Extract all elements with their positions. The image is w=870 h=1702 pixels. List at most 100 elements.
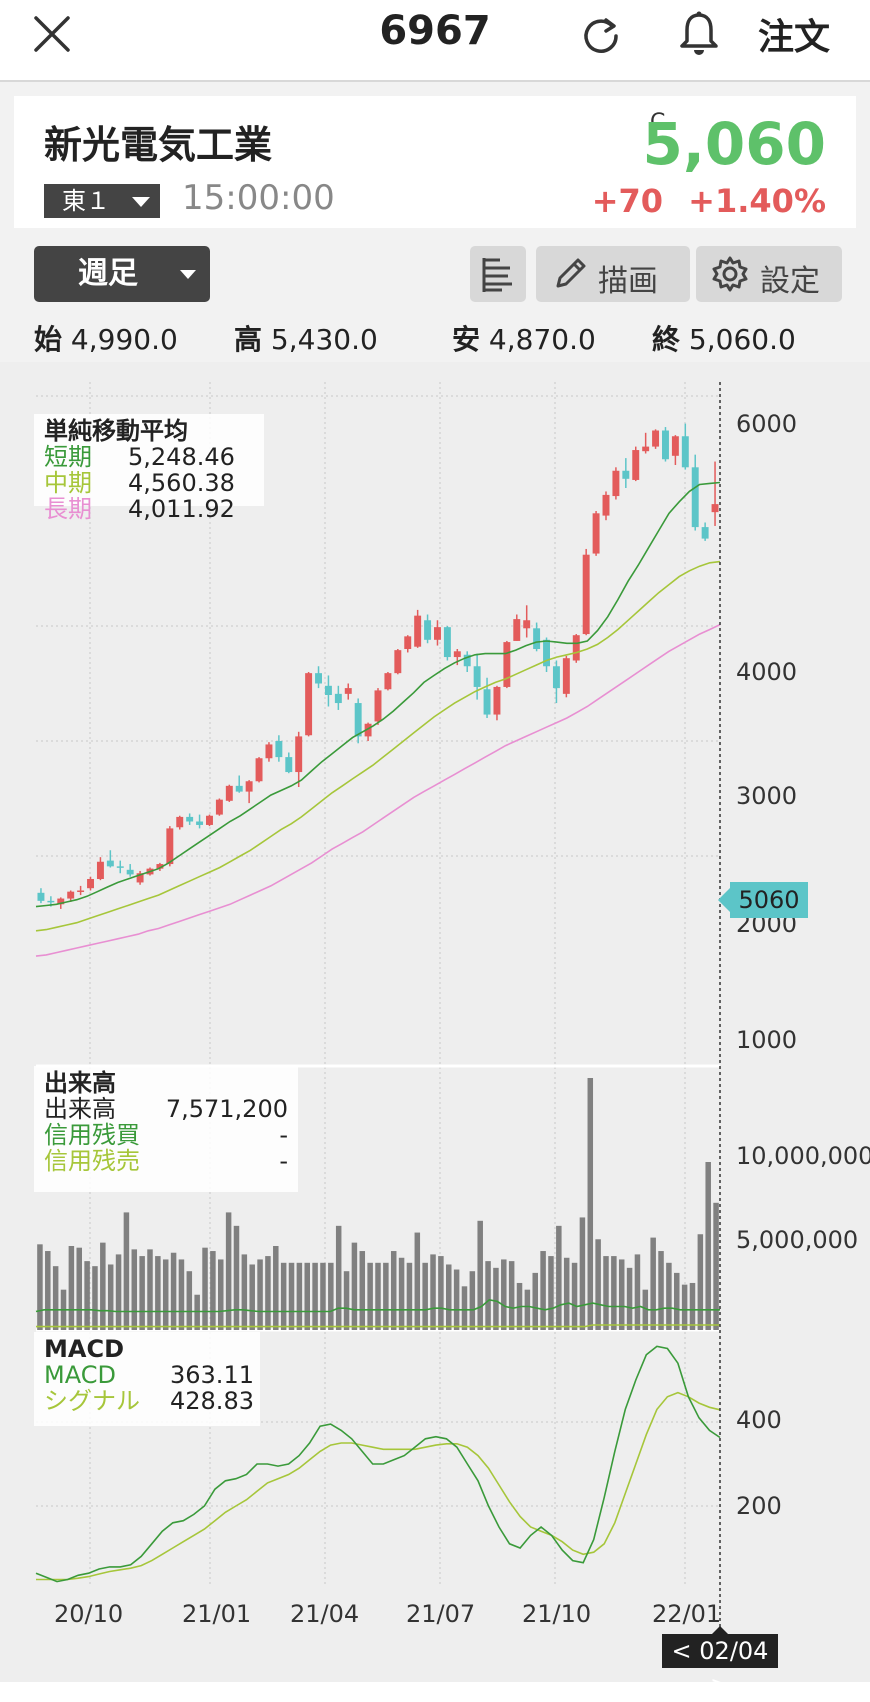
candle-body (96, 861, 104, 879)
x-tick-label: 21/07 (406, 1600, 476, 1628)
candle-body (572, 635, 580, 661)
long-ma-line (35, 623, 721, 957)
close-value: 5,060.0 (688, 323, 796, 356)
draw-button[interactable]: 描画 (536, 246, 690, 302)
margin-buy-value: - (279, 1121, 288, 1149)
last-price-tag: 5060 (718, 882, 808, 918)
chart-area[interactable]: 単純移動平均 短期 5,248.46 中期 4,560.38 長期 4,011.92 … (0, 362, 870, 1682)
candle-body (334, 693, 342, 704)
close-mark: C (650, 110, 666, 135)
volume-bar (438, 1256, 444, 1330)
volume-bar (508, 1261, 515, 1330)
candle-body (404, 636, 412, 649)
volume-bar (563, 1257, 570, 1330)
settings-button[interactable]: 設定 (696, 246, 842, 302)
candle-body (513, 619, 521, 641)
volume-bar (540, 1251, 546, 1330)
volume-bar (45, 1251, 51, 1330)
exchange-select[interactable]: 東１ (44, 184, 160, 218)
change-value: +70 (591, 182, 664, 220)
candle-body (116, 866, 124, 868)
volume-bar (477, 1220, 483, 1330)
signal-value: 428.83 (170, 1387, 254, 1415)
candle-body (632, 450, 640, 480)
candle-body (196, 821, 204, 825)
x-tick-label: 21/01 (182, 1600, 252, 1628)
candle-body (533, 628, 541, 649)
margin-sell-label: 信用残売 (44, 1147, 140, 1175)
pencil-icon (556, 258, 586, 288)
candle-body (711, 504, 719, 513)
stock-code: 6967 (379, 8, 491, 54)
candle-body (47, 900, 55, 903)
quote-time: 15:00:00 (182, 178, 335, 218)
macd-legend: MACD MACD 363.11 シグナル 428.83 (34, 1332, 260, 1426)
candle-body (483, 689, 491, 715)
candle-body (384, 673, 392, 690)
volume-bar (579, 1217, 586, 1330)
candle-body (463, 654, 471, 667)
refresh-icon[interactable] (578, 12, 624, 58)
quote-summary: 新光電気工業 東１ 15:00:00 C 5,060 +70 +1.40% (0, 82, 870, 232)
chart-canvas[interactable] (0, 362, 870, 1682)
top-bar: 6967 注文 (0, 0, 870, 82)
low-label: 安 (452, 323, 481, 356)
candle-body (67, 891, 75, 899)
macd-legend-title: MACD (44, 1335, 124, 1363)
volume-bar (650, 1237, 656, 1330)
volume-bar (76, 1247, 82, 1330)
volume-bar (178, 1259, 185, 1330)
volume-legend: 出来高 出来高 7,571,200 信用残買 - 信用残売 - (34, 1066, 298, 1192)
x-tick-label: 22/01 (652, 1600, 722, 1628)
high-value: 5,430.0 (270, 323, 378, 356)
volume-bar (705, 1162, 711, 1330)
macd-y-tick-label: 400 (736, 1406, 782, 1434)
volume-bar (273, 1246, 279, 1330)
volume-bar (280, 1262, 287, 1330)
volume-bar (92, 1266, 98, 1330)
volume-bar (162, 1259, 169, 1330)
candle-body (57, 898, 65, 905)
volume-bar (422, 1262, 428, 1330)
volume-bar (84, 1261, 90, 1330)
candle-body (106, 860, 114, 867)
candle-body (305, 673, 313, 736)
volume-bar (202, 1247, 208, 1330)
cursor-date-tag[interactable]: < 02/04 > (662, 1626, 778, 1699)
volume-bar (288, 1262, 295, 1330)
mid-ma-line (35, 560, 721, 932)
order-button[interactable]: 注文 (758, 17, 831, 58)
candle-body (562, 658, 570, 694)
candle-body (324, 685, 332, 695)
close-icon[interactable] (30, 12, 74, 56)
period-select[interactable]: 週足 (34, 246, 210, 302)
candle-body (166, 828, 174, 865)
list-icon (482, 258, 512, 292)
low-value: 4,870.0 (488, 323, 596, 356)
volume-bar (241, 1254, 248, 1330)
volume-bar (68, 1246, 75, 1330)
volume-bar (328, 1262, 334, 1330)
draw-label: 描画 (598, 264, 658, 299)
volume-value: 7,571,200 (165, 1095, 288, 1123)
chevron-down-icon (180, 270, 196, 279)
volume-bar (713, 1202, 719, 1330)
macd-line (35, 1345, 721, 1583)
short-ma-label: 短期 (44, 443, 92, 471)
long-ma-label: 長期 (44, 495, 92, 523)
candle-body (642, 446, 650, 452)
candle-body (295, 736, 303, 773)
volume-bar (674, 1272, 680, 1330)
y-tick-label: 3000 (736, 782, 798, 810)
settings-label: 設定 (760, 264, 820, 299)
price-change: +70 +1.40% (592, 182, 826, 220)
candle-body (176, 816, 184, 828)
signal-label: シグナル (44, 1387, 140, 1415)
open-value: 4,990.0 (70, 323, 178, 356)
volume-bar (225, 1212, 232, 1330)
volume-bar (689, 1282, 696, 1330)
macd-y-tick-label: 200 (736, 1492, 782, 1520)
bell-icon[interactable] (678, 10, 720, 58)
long-ma-value: 4,011.92 (128, 495, 235, 523)
indicator-list-button[interactable] (470, 246, 526, 302)
